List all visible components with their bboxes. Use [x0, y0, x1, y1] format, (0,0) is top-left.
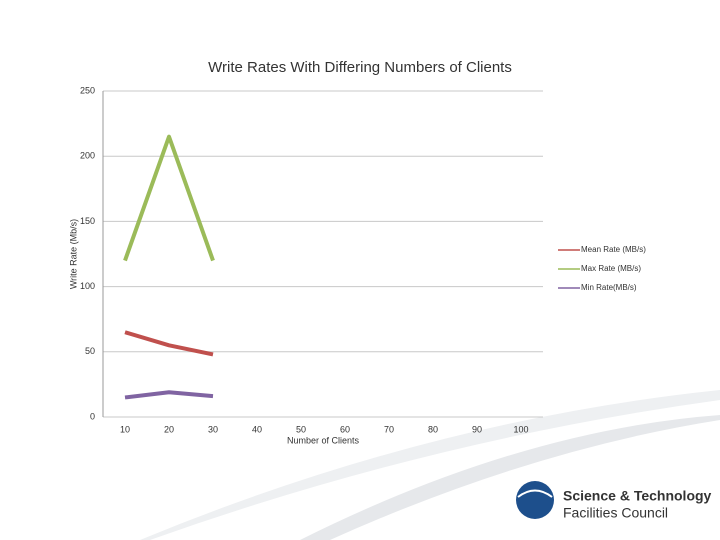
logo-text: Facilities Council: [563, 505, 668, 521]
x-tick-label: 90: [472, 424, 482, 434]
swoosh: [300, 415, 720, 540]
series-line: [124, 390, 214, 400]
y-axis-label: Write Rate (Mb/s): [68, 219, 78, 289]
logo-mark: [516, 481, 554, 519]
logo-mark: [517, 489, 553, 498]
x-tick-label: 50: [296, 424, 306, 434]
x-axis-label: Number of Clients: [287, 435, 360, 445]
series-line: [124, 330, 214, 357]
y-tick-label: 100: [80, 281, 95, 291]
y-tick-label: 150: [80, 216, 95, 226]
x-tick-label: 70: [384, 424, 394, 434]
y-tick-label: 250: [80, 85, 95, 95]
x-tick-label: 80: [428, 424, 438, 434]
chart-title: Write Rates With Differing Numbers of Cl…: [208, 59, 512, 76]
y-tick-label: 50: [85, 346, 95, 356]
y-tick-label: 0: [90, 411, 95, 421]
x-tick-label: 40: [252, 424, 262, 434]
swoosh: [140, 390, 720, 540]
series-line: [123, 134, 215, 262]
x-tick-label: 100: [513, 424, 528, 434]
x-tick-label: 30: [208, 424, 218, 434]
x-tick-label: 20: [164, 424, 174, 434]
x-tick-label: 60: [340, 424, 350, 434]
y-tick-label: 200: [80, 151, 95, 161]
x-tick-label: 10: [120, 424, 130, 434]
legend-label: Max Rate (MB/s): [581, 264, 641, 273]
logo-text: Science & Technology: [563, 488, 712, 504]
logo: Science & Technology Facilities Council: [516, 481, 712, 521]
legend-label: Min Rate(MB/s): [581, 283, 637, 292]
legend-label: Mean Rate (MB/s): [581, 245, 646, 254]
